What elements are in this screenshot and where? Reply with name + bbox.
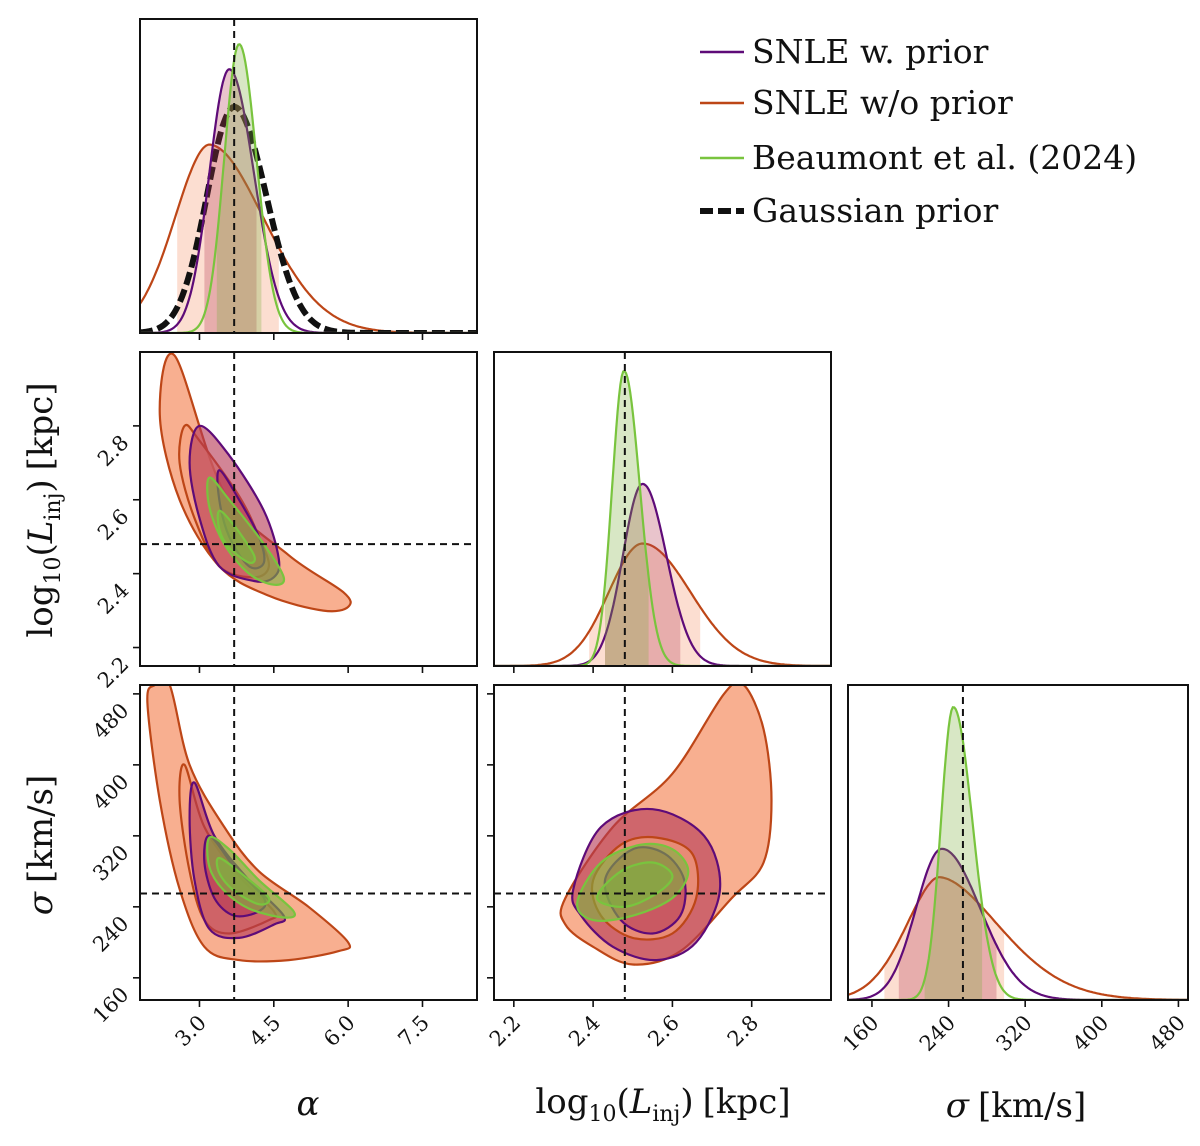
legend-label-snle-prior: SNLE w. prior: [752, 32, 989, 71]
ylinj-close-text: ): [21, 479, 61, 492]
ylinj-l-text: L: [21, 521, 61, 545]
y-axis-label-linj: log10(Linj) [kpc]: [21, 382, 66, 637]
joint-panel-alpha-sigma: [140, 685, 477, 1000]
contour-beaumont-outer: [206, 835, 296, 919]
marginal-curve-gaussian: [140, 103, 477, 333]
x-tick-label-alpha: 7.5: [393, 1011, 434, 1052]
y-tick-label-sigma: 320: [88, 840, 133, 885]
contour-beaumont-outer: [206, 476, 286, 586]
ylinj-unit-text: [kpc]: [21, 382, 61, 470]
contour-beaumont-inner: [215, 856, 271, 906]
marginal-curve-beaumont: [494, 369, 831, 666]
legend-label-beaumont: Beaumont et al. (2024): [752, 138, 1137, 177]
x-tick-label-log10_Linj: 2.6: [643, 1011, 684, 1052]
x-tick-label-sigma: 480: [1145, 1011, 1190, 1056]
y-tick-label-log10_Linj: 2.6: [93, 504, 134, 545]
y-axis-label-sigma: σ [km/s]: [21, 775, 61, 916]
x-tick-label-sigma: 400: [1068, 1011, 1113, 1056]
x-axis-label-alpha: α: [297, 1084, 320, 1124]
x-axis-label-sigma: σ [km/s]: [946, 1086, 1087, 1126]
y-tick-label-sigma: 160: [88, 982, 133, 1027]
marginal-panel-sigma: [848, 685, 1188, 1000]
joint-panel-log10_Linj-sigma: [494, 685, 831, 1000]
linj-open-text: (: [617, 1082, 630, 1122]
ysigma-sym-text: σ: [21, 891, 61, 915]
y-tick-label-log10_Linj: 2.2: [93, 652, 134, 693]
joint-panel-alpha-log10_Linj: [140, 352, 477, 666]
panel-frame-r0-c0: [139, 18, 478, 334]
marginal-panel-log10_Linj: [494, 352, 831, 666]
panel-frame-r1-c0: [139, 351, 478, 667]
linj-unit-text: [kpc]: [703, 1082, 791, 1122]
x-tick-label-alpha: 4.5: [245, 1011, 286, 1052]
linj-sub-text: 10: [589, 1102, 617, 1127]
legend: SNLE w. prior SNLE w/o prior Beaumont et…: [700, 32, 1137, 230]
y-tick-label-sigma: 480: [88, 698, 133, 743]
x-tick-label-alpha: 6.0: [319, 1011, 360, 1052]
x-tick-label-sigma: 160: [838, 1011, 883, 1056]
sigma-unit-text: [km/s]: [978, 1086, 1086, 1126]
x-tick-label-log10_Linj: 2.2: [485, 1011, 526, 1052]
panel-frame-r1-c1: [493, 351, 832, 667]
y-tick-label-log10_Linj: 2.4: [93, 578, 134, 619]
marginal-curve-snle_prior: [140, 68, 477, 333]
panel-frame-r2-c0: [139, 684, 478, 1001]
marginal-curve-snle_prior: [494, 482, 831, 666]
marginal-band-snle_noprior: [589, 543, 701, 666]
marginal-band-snle_prior: [204, 69, 257, 333]
marginal-band-snle_prior: [605, 483, 681, 666]
linj-close-text: ): [680, 1082, 693, 1122]
x-tick-label-log10_Linj: 2.8: [723, 1011, 764, 1052]
y-tick-label-sigma: 400: [88, 769, 133, 814]
linj-l-text: L: [629, 1082, 653, 1122]
ylinj-sub-text: 10: [41, 556, 66, 584]
marginal-curve-snle_noprior: [494, 542, 831, 666]
marginal-curve-snle_prior: [848, 847, 1188, 1000]
legend-label-snle-noprior: SNLE w/o prior: [752, 83, 1013, 122]
x-tick-label-alpha: 3.0: [170, 1011, 211, 1052]
ylinj-inj-text: inj: [41, 493, 66, 521]
panel-frame-r2-c1: [493, 684, 832, 1001]
legend-label-gaussian: Gaussian prior: [752, 191, 998, 230]
linj-inj-text: inj: [652, 1102, 680, 1127]
x-tick-label-sigma: 240: [915, 1011, 960, 1056]
ylinj-open-text: (: [21, 543, 61, 556]
marginal-panel-alpha: [140, 19, 477, 333]
panel-frame-r2-c2: [847, 684, 1189, 1001]
y-tick-label-sigma: 240: [88, 911, 133, 956]
sigma-sym-text: σ: [946, 1086, 970, 1126]
x-tick-label-sigma: 320: [991, 1011, 1036, 1056]
x-axis-label-linj: log10(Linj) [kpc]: [535, 1082, 790, 1127]
ylinj-log-text: log: [21, 584, 61, 637]
marginal-band-snle_noprior: [177, 144, 279, 333]
marginal-band-snle_noprior: [884, 877, 1005, 1000]
marginal-curve-snle_noprior: [848, 876, 1188, 1000]
marginal-band-beaumont: [924, 707, 983, 1000]
y-tick-label-log10_Linj: 2.8: [93, 430, 134, 471]
x-tick-label-log10_Linj: 2.4: [564, 1011, 605, 1052]
ysigma-unit-text: [km/s]: [21, 775, 61, 883]
linj-log-text: log: [535, 1082, 588, 1122]
